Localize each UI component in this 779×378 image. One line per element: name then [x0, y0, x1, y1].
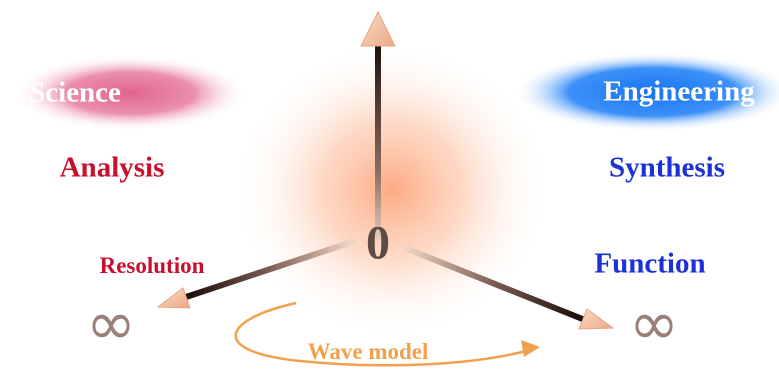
wave-model-label: Wave model [307, 339, 429, 364]
resolution-label: Resolution [99, 253, 205, 278]
wave-model-arc [234, 301, 540, 367]
engineering-label: Engineering [603, 75, 755, 108]
science-label: Science [29, 76, 121, 109]
center-glow [232, 40, 552, 340]
right-infinity-symbol: ∞ [629, 289, 679, 359]
analysis-label: Analysis [59, 151, 165, 184]
engineering-blob [513, 52, 779, 132]
science-blob [12, 55, 248, 131]
right-arrow [402, 245, 615, 330]
left-arrow [156, 239, 355, 309]
center-zero-label: 0 [366, 216, 390, 270]
left-infinity-symbol: ∞ [86, 289, 136, 359]
synthesis-label: Synthesis [608, 151, 726, 184]
function-label: Function [594, 247, 706, 280]
up-arrow [360, 10, 396, 241]
